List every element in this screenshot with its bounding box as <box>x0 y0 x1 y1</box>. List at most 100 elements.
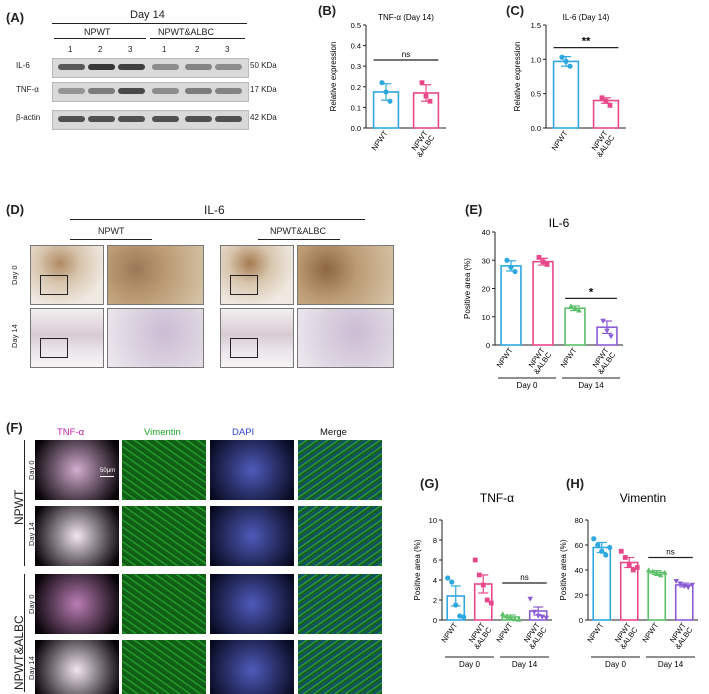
blot-band <box>152 116 179 122</box>
if-image <box>298 440 382 500</box>
ihc-zoom-box <box>40 338 68 358</box>
blot-lane-number: 2 <box>195 45 200 54</box>
data-point <box>576 307 582 313</box>
panel-label-e: (E) <box>465 202 483 217</box>
if-image <box>210 506 294 566</box>
blot-strip <box>52 110 249 130</box>
blot-band <box>215 116 242 122</box>
if-image <box>35 506 119 566</box>
if-channel-label: DAPI <box>232 427 255 438</box>
data-point <box>445 575 451 581</box>
y-tick-label: 0.5 <box>531 90 541 99</box>
blot-day-line <box>52 23 247 24</box>
y-tick-label: 0 <box>433 616 437 625</box>
x-tick-label: NPWT <box>370 129 390 153</box>
data-point <box>427 98 433 104</box>
chart-title: IL-6 <box>549 216 570 230</box>
if-image <box>122 640 206 694</box>
blot-strip <box>52 58 249 78</box>
data-point <box>568 303 574 309</box>
group-label: Day 14 <box>658 660 684 669</box>
ihc-group2-line <box>258 239 340 240</box>
group-label: Day 0 <box>517 381 538 390</box>
ihc-row-label: Day 0 <box>10 265 19 285</box>
scale-bar-label: 50μm <box>100 468 116 474</box>
blot-group1-label: NPWT <box>84 27 111 37</box>
data-point <box>604 328 610 334</box>
data-point <box>476 572 482 578</box>
y-tick-label: 0.0 <box>351 124 361 133</box>
if-image <box>35 640 119 694</box>
y-tick-label: 40 <box>482 228 490 237</box>
y-tick-label: 0.5 <box>351 21 361 30</box>
blot-row-size: 50 KDa <box>250 61 277 70</box>
blot-lane-number: 2 <box>98 45 103 54</box>
data-point <box>503 613 510 619</box>
y-tick-label: 0.3 <box>351 62 361 71</box>
data-point <box>572 305 578 311</box>
data-point <box>607 544 613 551</box>
data-point <box>595 542 601 548</box>
data-point <box>535 613 542 619</box>
if-group1-bar <box>24 440 25 566</box>
blot-band <box>152 88 179 94</box>
data-point <box>689 582 696 588</box>
panel-label-g: (G) <box>420 476 439 491</box>
data-point <box>591 536 597 542</box>
y-tick-label: 1.5 <box>531 21 541 30</box>
significance-label: * <box>589 286 594 298</box>
data-point <box>600 318 606 324</box>
data-point <box>531 609 538 615</box>
panel-label-c: (C) <box>506 3 525 18</box>
if-group2-bar <box>24 574 25 692</box>
blot-band <box>58 64 85 70</box>
x-tick-label: NPWT&ALBC <box>525 346 553 376</box>
panel-label-d: (D) <box>6 202 25 217</box>
y-axis-label: Positive area (%) <box>463 258 472 319</box>
y-tick-label: 10 <box>429 516 437 525</box>
if-image <box>298 506 382 566</box>
if-channel-label: Merge <box>320 427 347 438</box>
chart-title: TNF-α (Day 14) <box>378 13 434 22</box>
data-point <box>567 63 573 69</box>
if-image <box>35 574 119 634</box>
bar <box>674 584 694 621</box>
data-point <box>511 616 518 622</box>
blot-group2-label: NPWT&ALBC <box>158 27 215 37</box>
data-point <box>657 572 664 578</box>
chart-c: IL-6 (Day 14) 0.0 0.5 1.0 1.5 Relative expres… <box>513 13 626 159</box>
panel-label-h: (H) <box>566 476 585 491</box>
y-tick-label: 60 <box>575 541 583 550</box>
x-tick-label: NPWT&ALBC <box>588 129 616 159</box>
data-point <box>653 571 660 577</box>
data-point <box>626 562 632 568</box>
data-point <box>536 255 542 260</box>
y-tick-label: 40 <box>575 566 583 575</box>
chart-title: TNF-α <box>480 491 514 505</box>
data-point <box>603 98 609 104</box>
ihc-group1-line <box>70 239 152 240</box>
y-tick-label: 0 <box>579 616 583 625</box>
blot-band <box>185 64 212 70</box>
if-channel-label: TNF-α <box>57 427 85 438</box>
y-tick-label: 4 <box>433 576 437 585</box>
ihc-image <box>107 245 204 305</box>
blot-band <box>118 64 145 70</box>
data-point <box>681 583 688 589</box>
data-point <box>480 582 486 588</box>
bar <box>592 99 620 129</box>
x-tick-label: NPWT&ALBC <box>666 621 694 651</box>
x-tick-label: NPWT <box>559 346 579 370</box>
significance-label: ** <box>582 36 591 48</box>
y-tick-label: 20 <box>482 285 490 294</box>
if-image <box>210 640 294 694</box>
data-point <box>649 568 656 574</box>
significance-label: ns <box>402 50 410 59</box>
blot-lane-number: 1 <box>68 45 73 54</box>
y-axis-label: Relative expression <box>513 42 522 112</box>
chart-b: TNF-α (Day 14) 0.0 0.1 0.2 0.3 0.4 0.5 Relative… <box>329 13 446 159</box>
blot-group2-line <box>150 38 245 39</box>
data-point <box>504 257 510 263</box>
